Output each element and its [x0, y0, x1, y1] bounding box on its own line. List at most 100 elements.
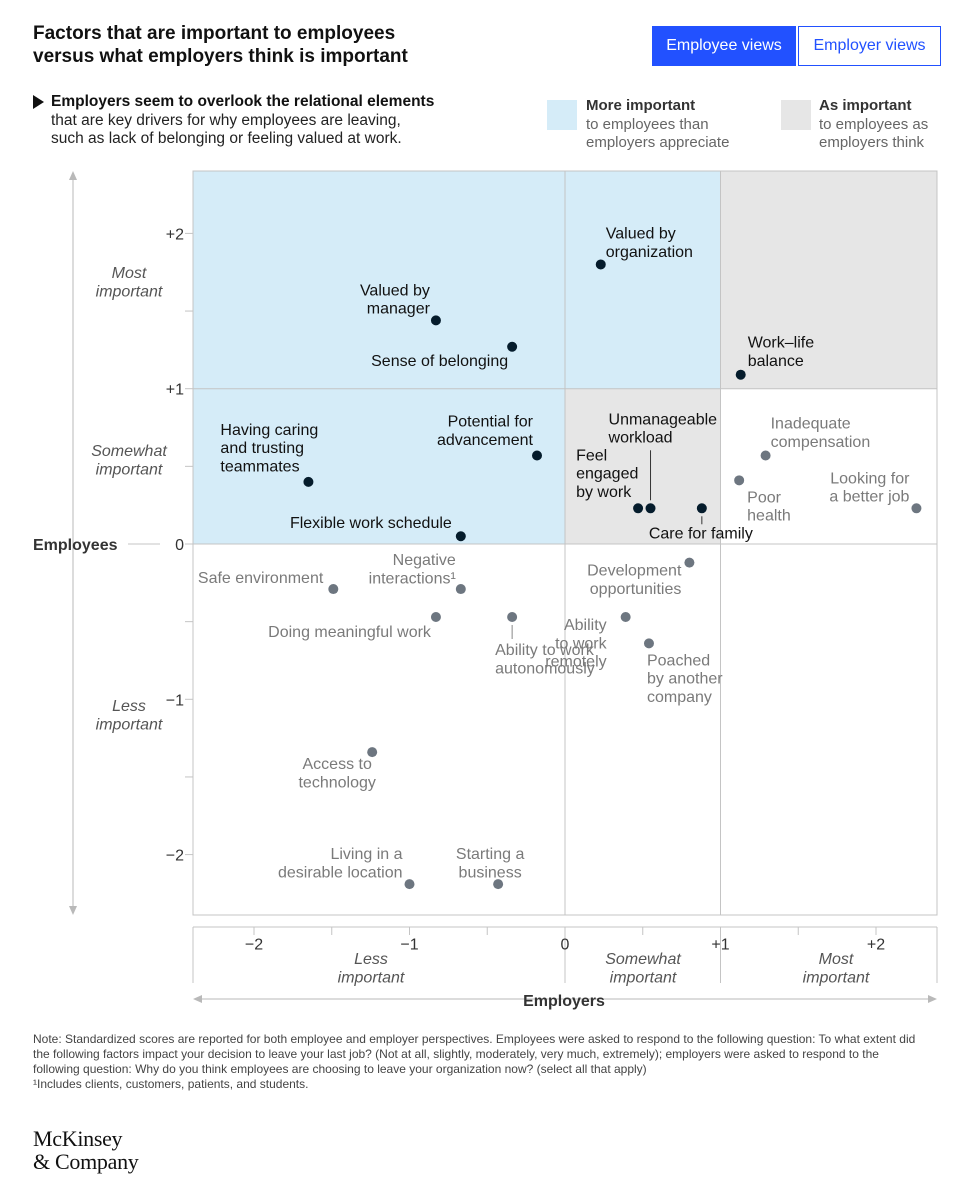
- data-point-label: Inadequate compensation: [771, 415, 871, 450]
- logo-line-2: & Company: [33, 1149, 139, 1174]
- data-point-label-line: Flexible work schedule: [290, 515, 452, 532]
- data-point-label-line: Ability to work: [495, 642, 595, 659]
- data-point: [455, 584, 466, 595]
- data-point-label-line: teammates: [220, 458, 299, 475]
- data-point-label-line: Doing meaningful work: [268, 624, 432, 641]
- data-point-label-line: to work: [555, 635, 608, 652]
- x-band-label: Somewhat important: [605, 951, 681, 986]
- y-tick-label: −2: [166, 848, 184, 865]
- data-point-label-line: Valued by: [360, 282, 430, 299]
- data-point-label: Negative interactions¹: [369, 552, 456, 587]
- data-point-label: Ability to work remotely: [545, 617, 607, 671]
- data-point-label: Starting a business: [456, 846, 525, 881]
- data-point-label-line: Work–life: [748, 335, 814, 352]
- x-tick-label: +2: [867, 936, 885, 953]
- legend-as-title: As important: [819, 97, 912, 114]
- y-band-label: Less important: [96, 698, 163, 733]
- title-line-2: versus what employers think is important: [33, 46, 408, 67]
- data-point-label: Living in a desirable location: [278, 846, 403, 881]
- data-point-label-line: Ability: [564, 617, 607, 634]
- employer-views-button[interactable]: Employer views: [798, 26, 941, 66]
- data-point-label-line: Negative: [393, 552, 456, 569]
- data-point-label-line: by work: [576, 484, 632, 501]
- subtitle-line-2: such as lack of belonging or feeling val…: [51, 130, 402, 147]
- y-band-label-line: Somewhat: [91, 443, 167, 460]
- legend-more-line-2: employers appreciate: [586, 134, 730, 151]
- data-point-label-line: autonomously: [495, 660, 595, 677]
- data-point-label: Access to technology: [298, 756, 375, 791]
- x-tick-label: −2: [245, 936, 263, 953]
- y-band-label-line: Less: [112, 698, 146, 715]
- data-point-label-line: Having caring: [220, 422, 318, 439]
- chart-note: Note: Standardized scores are reported f…: [33, 1032, 916, 1076]
- data-point: [633, 503, 644, 514]
- subtitle-bold: Employers seem to overlook the relationa…: [51, 93, 435, 110]
- data-point-label: Feel engaged by work: [576, 447, 638, 501]
- legend-more-line-1: to employees than: [586, 115, 709, 133]
- x-band-label-line: Less: [354, 951, 388, 968]
- data-point-label-line: engaged: [576, 466, 638, 483]
- legend-as-line-2: employers think: [819, 134, 925, 151]
- x-band-label-line: important: [803, 969, 870, 986]
- data-point-label-line: desirable location: [278, 864, 403, 881]
- data-point-label-line: and trusting: [220, 440, 304, 457]
- data-point-label: Doing meaningful work: [268, 624, 432, 641]
- data-point-label-line: technology: [298, 774, 375, 791]
- chart-footnote: ¹Includes clients, customers, patients, …: [33, 1077, 309, 1091]
- data-point-label-line: Access to: [303, 756, 372, 773]
- data-point-label: Care for family: [649, 525, 753, 542]
- mckinsey-logo: McKinsey & Company: [33, 1127, 139, 1174]
- data-point-label-line: advancement: [437, 432, 534, 449]
- employee-views-button[interactable]: Employee views: [652, 26, 796, 66]
- legend-swatch-more-important: [547, 100, 577, 130]
- data-point-label-line: Development: [587, 563, 682, 580]
- data-point-label-line: Safe environment: [198, 570, 324, 587]
- y-band-label-line: Most: [112, 265, 147, 282]
- x-band-label-line: Most: [819, 951, 854, 968]
- data-point-label-line: health: [747, 508, 791, 525]
- data-point: [595, 259, 606, 270]
- data-point-label-line: company: [647, 689, 712, 706]
- data-point-label-line: balance: [748, 353, 804, 370]
- data-point: [328, 584, 339, 595]
- x-tick-label: −1: [400, 936, 418, 953]
- scatter-chart: +2+10−1−2−2 −1 0 +1 +2 Most importantSomewhat…: [33, 170, 938, 1010]
- data-point-label: Having caring and trusting teammates: [220, 422, 318, 476]
- data-point: [367, 747, 378, 758]
- data-point-label-line: Unmanageable: [609, 411, 718, 428]
- data-point: [734, 475, 745, 486]
- data-point-label: Safe environment: [198, 570, 324, 587]
- x-tick-label: 0: [561, 936, 570, 953]
- y-band-label-line: important: [96, 283, 163, 300]
- data-point-label-line: remotely: [545, 654, 606, 671]
- zone-more-important: [193, 388, 565, 544]
- data-point: [455, 531, 466, 542]
- data-point: [507, 341, 518, 352]
- y-band-label-line: important: [96, 716, 163, 733]
- data-point-label-line: Looking for: [830, 470, 910, 487]
- data-point: [620, 611, 631, 622]
- data-point-label-line: Poor: [747, 489, 781, 506]
- data-point: [643, 638, 654, 649]
- y-band-label: Somewhat important: [91, 443, 167, 478]
- y-axis-label: Employees: [33, 537, 118, 554]
- x-band-label-line: important: [610, 969, 677, 986]
- data-point-label: Ability to work autonomously: [495, 642, 595, 677]
- data-point-label-line: opportunities: [590, 581, 682, 598]
- data-point-label: Sense of belonging: [371, 353, 508, 370]
- data-point-label-line: Living in a: [330, 846, 402, 863]
- data-point-label-line: business: [459, 864, 522, 881]
- y-axis-arrow-up-icon: [69, 171, 77, 180]
- data-point-label-line: manager: [367, 301, 431, 318]
- data-point-label: Potential for advancement: [437, 413, 534, 448]
- y-tick-label: −1: [166, 692, 184, 709]
- data-point-label: Flexible work schedule: [290, 515, 452, 532]
- y-band-label: Most important: [96, 265, 163, 300]
- x-tick-label: +1: [711, 936, 729, 953]
- data-point: [735, 369, 746, 380]
- data-point-label-line: workload: [608, 430, 673, 447]
- data-point-label-line: Valued by: [606, 225, 676, 242]
- data-point-label-line: a better job: [829, 489, 909, 506]
- legend-more-important: More important to employees than employe…: [586, 97, 776, 153]
- data-point-label: Looking for a better job: [829, 470, 910, 505]
